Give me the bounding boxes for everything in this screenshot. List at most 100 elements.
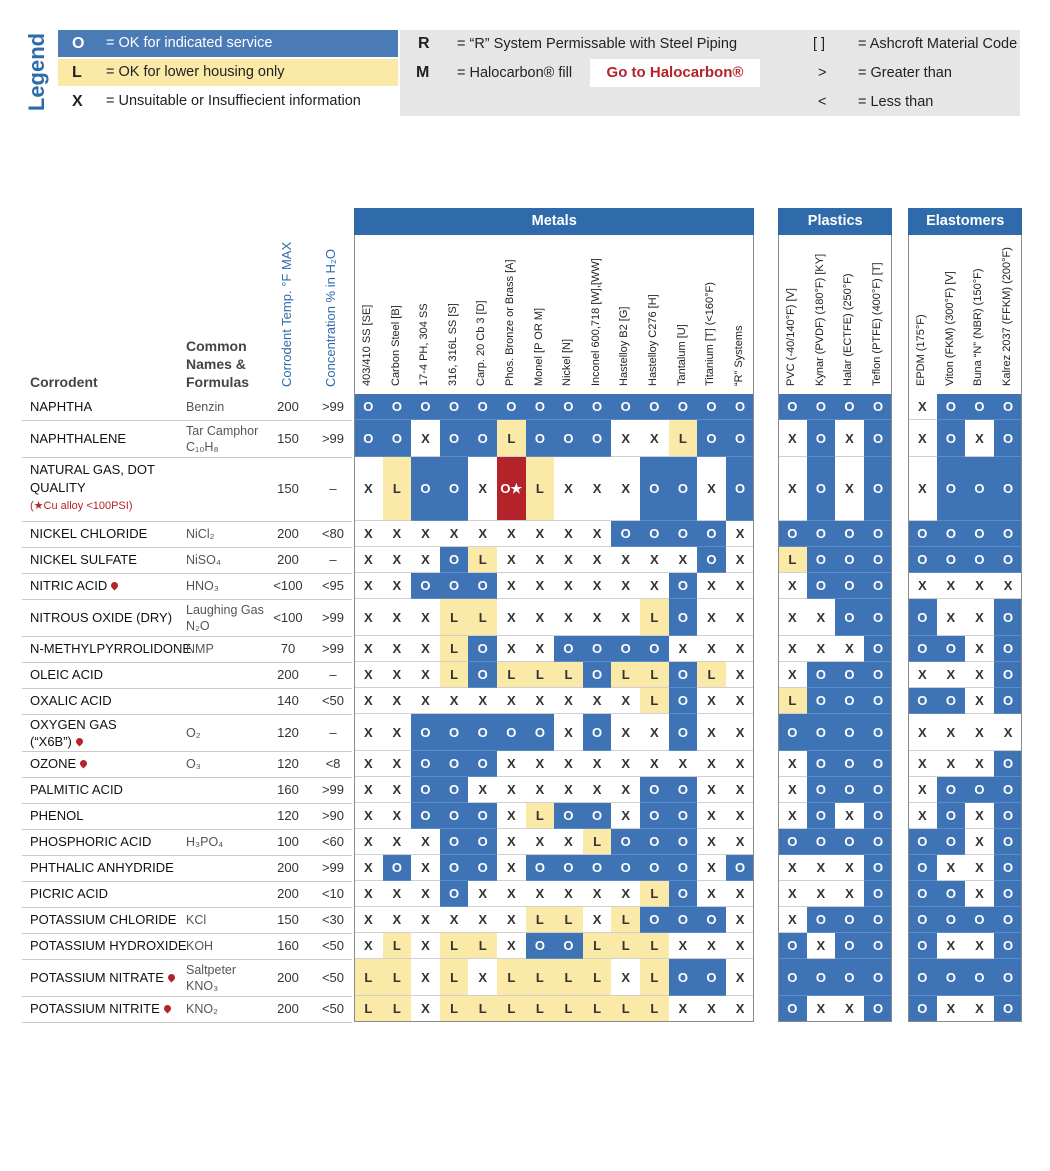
compatibility-cell: X (965, 573, 994, 599)
compatibility-cell: X (497, 636, 526, 662)
compatibility-cell: X (354, 547, 383, 573)
compatibility-cell: X (525, 521, 555, 547)
compatibility-cell: O (936, 636, 966, 662)
corrodent-formula: O₂ (186, 725, 201, 740)
compatibility-cell: X (640, 420, 669, 457)
compatibility-cell: O (554, 803, 583, 829)
row-divider (22, 855, 352, 856)
compatibility-cell: X (411, 599, 440, 636)
compatibility-cell: X (354, 777, 383, 803)
compatibility-cell: O (582, 394, 612, 420)
compatibility-cell: X (725, 933, 755, 959)
compatibility-cell: X (354, 803, 383, 829)
compatibility-cell: O (468, 714, 497, 751)
go-to-halocarbon-button[interactable]: Go to Halocarbon® (590, 59, 760, 87)
compatibility-cell: X (697, 688, 726, 714)
compatibility-cell: O (835, 547, 864, 573)
compatibility-cell: O (778, 959, 807, 996)
compatibility-cell: X (525, 573, 555, 599)
compatibility-cell: X (554, 777, 583, 803)
compatibility-cell: X (497, 829, 526, 855)
compatibility-cell: X (382, 521, 412, 547)
compatibility-cell: X (697, 636, 726, 662)
compatibility-cell: X (668, 636, 698, 662)
compatibility-cell: X (554, 573, 583, 599)
corrodent-temp: 200 (277, 526, 299, 541)
compatibility-cell: O (468, 394, 497, 420)
compatibility-cell: X (725, 714, 755, 751)
compatibility-cell: O (640, 394, 669, 420)
compatibility-cell: O (554, 394, 583, 420)
compatibility-cell: L (611, 996, 640, 1022)
compatibility-cell: O (806, 803, 836, 829)
compatibility-cell: O (806, 829, 836, 855)
compatibility-cell: O (640, 636, 669, 662)
compatibility-cell: X (582, 521, 612, 547)
compatibility-cell: X (611, 599, 640, 636)
compatibility-cell: X (468, 777, 497, 803)
corrodent-concentration: – (329, 667, 337, 682)
compatibility-cell: O (725, 420, 755, 457)
compatibility-cell: O (778, 714, 807, 751)
compatibility-cell: X (806, 881, 836, 907)
compatibility-cell: X (611, 573, 640, 599)
compatibility-cell: X (725, 996, 755, 1022)
compatibility-cell: O (439, 714, 469, 751)
compatibility-cell: X (354, 714, 383, 751)
compatibility-cell: X (582, 881, 612, 907)
compatibility-cell: X (354, 457, 383, 521)
compatibility-cell: O (908, 636, 937, 662)
compatibility-cell: X (411, 881, 440, 907)
compatibility-cell: X (778, 777, 807, 803)
corrodent-concentration: – (329, 552, 337, 567)
compatibility-cell: O (936, 547, 966, 573)
compatibility-cell: O (611, 636, 640, 662)
compatibility-cell: X (908, 714, 937, 751)
legend-lower-symbol: L (72, 64, 82, 81)
compatibility-cell: O (640, 803, 669, 829)
compatibility-cell: O (965, 959, 994, 996)
legend-m-symbol: M (416, 64, 430, 81)
compatibility-cell: X (382, 803, 412, 829)
corrodent-name: NICKEL SULFATE (30, 552, 137, 567)
compatibility-cell: O (806, 714, 836, 751)
compatibility-cell: O (863, 881, 893, 907)
compatibility-cell: O (668, 599, 698, 636)
corrodent-name: NATURAL GAS, DOT QUALITY (★Cu alloy <100P… (30, 461, 180, 515)
compatibility-cell: O (668, 959, 698, 996)
compatibility-cell: O (863, 933, 893, 959)
compatibility-cell: X (382, 881, 412, 907)
compatibility-cell: O (411, 751, 440, 777)
compatibility-cell: O (354, 420, 383, 457)
compatibility-cell: O (835, 907, 864, 933)
compatibility-cell: O (468, 855, 497, 881)
compatibility-cell: X (725, 688, 755, 714)
compatibility-cell: X (382, 662, 412, 688)
compatibility-cell: O (611, 394, 640, 420)
corrodent-name: PHTHALIC ANHYDRIDE (30, 860, 174, 875)
legend-lower-row: L = OK for lower housing only (58, 59, 398, 86)
legend-ok-row: O = OK for indicated service (58, 30, 398, 57)
row-divider (22, 547, 352, 548)
compatibility-cell: X (697, 751, 726, 777)
compatibility-cell: O (936, 803, 966, 829)
compatibility-cell: X (697, 777, 726, 803)
compatibility-cell: L (382, 959, 412, 996)
compatibility-cell: X (497, 688, 526, 714)
compatibility-cell: O (936, 777, 966, 803)
compatibility-cell: X (778, 457, 807, 521)
compatibility-cell: X (965, 803, 994, 829)
corrodent-formula: Tar Camphor C₁₀H₈ (186, 423, 259, 454)
compatibility-cell: O (611, 855, 640, 881)
compatibility-cell: X (468, 457, 497, 521)
compatibility-cell: O (863, 636, 893, 662)
corrodent-header: Corrodent (30, 374, 98, 390)
compatibility-cell: O (554, 855, 583, 881)
legend-ok-symbol: O (72, 35, 85, 52)
corrodent-temp: 160 (277, 782, 299, 797)
corrodent-name: NICKEL CHLORIDE (30, 526, 148, 541)
compatibility-cell: X (611, 547, 640, 573)
compatibility-cell: O (411, 457, 440, 521)
compatibility-cell: X (525, 599, 555, 636)
compatibility-cell: O (965, 547, 994, 573)
